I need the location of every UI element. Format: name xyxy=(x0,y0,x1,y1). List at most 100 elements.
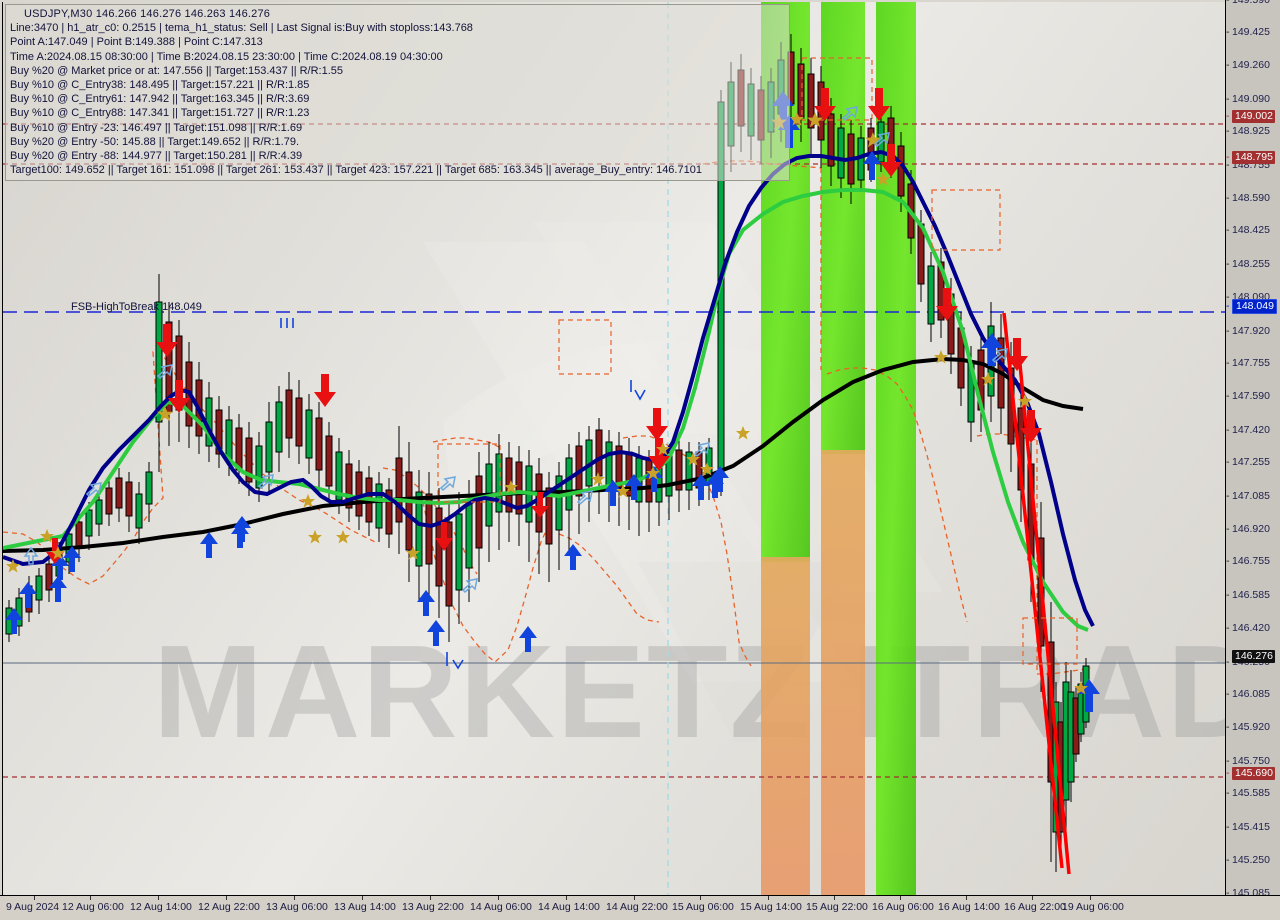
time-tick-mark xyxy=(1032,896,1033,900)
price-tick: -147.255 xyxy=(1226,456,1280,469)
price-tick-label: 147.255 xyxy=(1232,456,1270,469)
trend-lines[interactable] xyxy=(1002,312,1071,875)
price-tick: -146.420 xyxy=(1226,622,1280,635)
price-tick: -147.590 xyxy=(1226,390,1280,403)
info-line-11: Target100: 149.652 || Target 161: 151.09… xyxy=(10,164,702,177)
price-tick: -146.755 xyxy=(1226,555,1280,568)
tick-dash-icon: - xyxy=(1226,754,1230,767)
time-axis[interactable]: 9 Aug 2024 12 Aug 06:00 12 Aug 14:00 12 Aug… xyxy=(0,895,1280,920)
price-tick-label: 146.085 xyxy=(1232,688,1270,701)
price-tick-label: 146.920 xyxy=(1232,522,1270,535)
chart-plot-area[interactable]: MARKETZ ITRADE xyxy=(2,2,1225,895)
time-tick-mark xyxy=(158,896,159,900)
hollow-arrow-icon xyxy=(23,106,1008,594)
tick-dash-icon: - xyxy=(1226,324,1230,337)
tick-dash-icon: - xyxy=(1226,423,1230,436)
tick-dash-icon: - xyxy=(1226,0,1232,7)
chart-info-panel: USDJPY,M30 146.266 146.276 146.263 146.2… xyxy=(5,4,790,182)
tick-dash-icon: - xyxy=(1226,58,1230,71)
info-line-1: Line:3470 | h1_atr_c0: 0.2515 | tema_h1_… xyxy=(10,22,473,35)
price-level-badge-label: 148.049 xyxy=(1232,298,1277,314)
time-tick-label: 12 Aug 06:00 xyxy=(62,901,124,913)
price-tick-label: 149.590 xyxy=(1232,0,1270,7)
badge-dash-icon: - xyxy=(1226,151,1230,164)
price-level-badge[interactable]: 146.276 xyxy=(1226,650,1280,664)
sar-boxes xyxy=(437,57,1078,665)
price-tick: -149.090 xyxy=(1226,93,1280,106)
price-tick-label: 148.590 xyxy=(1232,191,1270,204)
price-tick-label: 148.425 xyxy=(1232,224,1270,237)
price-chart-svg: FSB-HighToBreak 148.049 xyxy=(3,2,1225,895)
badge-dash-icon: - xyxy=(1226,299,1230,312)
tick-dash-icon: - xyxy=(1226,159,1230,172)
time-tick-label: 16 Aug 06:00 xyxy=(872,901,934,913)
tick-dash-icon: - xyxy=(1226,787,1230,800)
tick-dash-icon: - xyxy=(1226,26,1230,39)
time-tick-mark xyxy=(768,896,769,900)
time-tick-label: 16 Aug 14:00 xyxy=(938,901,1000,913)
info-line-0: USDJPY,M30 146.266 146.276 146.263 146.2… xyxy=(24,8,271,20)
price-level-badge[interactable]: -148.049 xyxy=(1226,298,1280,314)
tick-dash-icon: - xyxy=(1226,125,1230,138)
price-axis[interactable]: -149.590-149.425-149.260-149.090-148.925… xyxy=(1225,0,1280,899)
tick-dash-icon: - xyxy=(1226,821,1230,834)
price-tick-label: 147.420 xyxy=(1232,423,1270,436)
tick-dash-icon: - xyxy=(1226,589,1230,602)
time-tick-mark xyxy=(294,896,295,900)
price-level-badge[interactable]: -145.690 xyxy=(1226,766,1280,780)
time-tick-mark xyxy=(700,896,701,900)
price-tick: -145.250 xyxy=(1226,854,1280,867)
time-tick-label: 14 Aug 22:00 xyxy=(606,901,668,913)
time-tick-label: 14 Aug 06:00 xyxy=(470,901,532,913)
price-level-badge-label: 145.690 xyxy=(1232,766,1275,780)
price-tick: -148.590 xyxy=(1226,192,1280,205)
price-tick: -149.260 xyxy=(1226,59,1280,72)
price-tick-label: 145.585 xyxy=(1232,787,1270,800)
price-tick: -145.585 xyxy=(1226,787,1280,800)
info-line-7: Buy %10 @ C_Entry88: 147.341 || Target:1… xyxy=(10,107,310,120)
blue-tick-marker xyxy=(280,318,646,670)
tick-dash-icon: - xyxy=(1226,357,1230,370)
tick-dash-icon: - xyxy=(1226,258,1230,271)
tick-dash-icon: - xyxy=(1226,224,1230,237)
tick-dash-icon: - xyxy=(1226,522,1230,535)
horizontal-levels xyxy=(3,123,1225,778)
time-tick-mark xyxy=(362,896,363,900)
time-tick-mark xyxy=(966,896,967,900)
buy-arrow-up-icon xyxy=(5,91,1100,712)
time-tick-label: 15 Aug 06:00 xyxy=(672,901,734,913)
price-tick-label: 146.420 xyxy=(1232,621,1270,634)
tick-dash-icon: - xyxy=(1226,490,1230,503)
time-tick-label: 13 Aug 06:00 xyxy=(266,901,328,913)
tick-dash-icon: - xyxy=(1226,92,1230,105)
price-level-badge[interactable]: -149.002 xyxy=(1226,110,1280,124)
info-line-5: Buy %10 @ C_Entry38: 148.495 || Target:1… xyxy=(10,79,310,92)
price-tick-label: 145.920 xyxy=(1232,720,1270,733)
time-tick-label: 15 Aug 14:00 xyxy=(740,901,802,913)
time-tick-label: 13 Aug 14:00 xyxy=(334,901,396,913)
tick-dash-icon: - xyxy=(1226,655,1230,668)
tick-dash-icon: - xyxy=(1226,456,1230,469)
info-line-8: Buy %10 @ Entry -23: 146.497 || Target:1… xyxy=(10,121,303,134)
tick-dash-icon: - xyxy=(1226,621,1230,634)
info-line-9: Buy %20 @ Entry -50: 145.88 || Target:14… xyxy=(10,135,300,148)
info-line-3: Time A:2024.08.15 08:30:00 | Time B:2024… xyxy=(10,50,443,63)
badge-dash-icon: - xyxy=(1226,110,1230,123)
price-tick: -147.755 xyxy=(1226,357,1280,370)
price-level-badge[interactable]: -148.795 xyxy=(1226,151,1280,165)
price-tick: -146.920 xyxy=(1226,523,1280,536)
tick-dash-icon: - xyxy=(1226,720,1230,733)
price-tick: -147.085 xyxy=(1226,490,1280,503)
price-tick: -145.920 xyxy=(1226,721,1280,734)
time-tick-label: 19 Aug 06:00 xyxy=(1062,901,1124,913)
time-tick-label: 9 Aug 2024 xyxy=(6,901,60,913)
sell-arrow-down-icon xyxy=(46,88,1042,564)
tick-dash-icon: - xyxy=(1226,688,1230,701)
ma-black-line xyxy=(3,356,1084,553)
price-level-badge-label: 146.276 xyxy=(1232,650,1275,664)
price-tick-label: 147.085 xyxy=(1232,490,1270,503)
tick-dash-icon: - xyxy=(1226,555,1230,568)
price-tick-label: 146.585 xyxy=(1232,589,1270,602)
time-tick-mark xyxy=(900,896,901,900)
